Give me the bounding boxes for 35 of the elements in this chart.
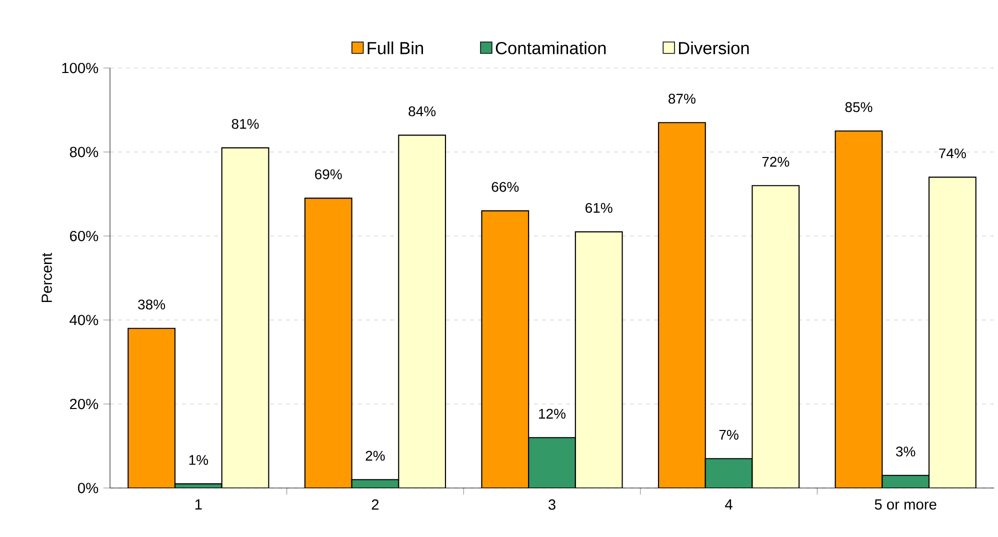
- bar: [928, 176, 976, 488]
- x-tick-label: 3: [548, 499, 556, 510]
- x-tick-label: 1: [195, 499, 202, 510]
- legend-label: Full Bin: [368, 42, 423, 54]
- data-label: 2%: [366, 450, 385, 461]
- bar: [574, 231, 623, 488]
- data-label: 38%: [138, 300, 166, 310]
- legend-label: Contamination: [496, 42, 606, 54]
- data-label: 72%: [762, 156, 790, 167]
- data-label: 66%: [492, 182, 519, 192]
- data-label: 7%: [719, 430, 738, 440]
- data-label: 74%: [939, 148, 966, 158]
- data-label: 84%: [408, 106, 436, 116]
- data-label: 1%: [189, 455, 208, 465]
- x-tick-label: 5 or more: [874, 499, 936, 510]
- data-label: 69%: [315, 169, 342, 180]
- data-label: 81%: [232, 118, 259, 129]
- data-label: 85%: [845, 102, 872, 112]
- y-tick-label: 20%: [70, 398, 98, 410]
- y-tick-label: 60%: [70, 230, 98, 242]
- legend-label: Diversion: [679, 42, 749, 54]
- y-tick-label: 0%: [78, 482, 98, 494]
- x-tick-label: 4: [725, 499, 732, 510]
- bar: [398, 134, 446, 488]
- bar: [752, 185, 800, 488]
- x-tick-label: 2: [372, 499, 379, 510]
- y-tick-label: 40%: [70, 314, 98, 326]
- data-label: 87%: [668, 94, 696, 104]
- y-tick-label: 80%: [70, 146, 98, 158]
- data-label: 3%: [896, 446, 916, 456]
- bar: [221, 147, 270, 488]
- data-label: 61%: [586, 202, 612, 213]
- data-label: 12%: [539, 408, 566, 419]
- y-tick-label: 100%: [62, 62, 98, 74]
- y-axis-title: Percent: [42, 252, 52, 302]
